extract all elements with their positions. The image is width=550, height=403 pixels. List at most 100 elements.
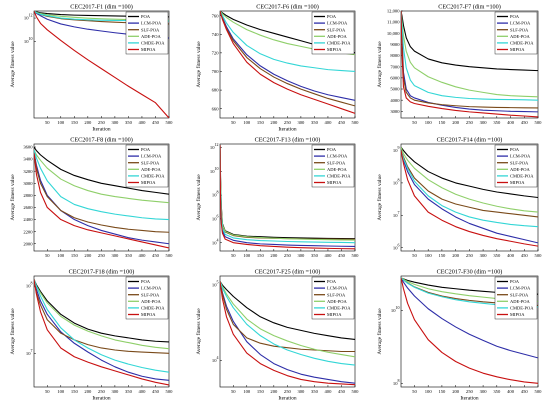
y-tick-label: 4000 bbox=[390, 98, 400, 103]
legend-item-label: MIPOA bbox=[327, 47, 342, 52]
y-axis-label: Average fitness value bbox=[195, 174, 202, 221]
legend-item-label: LCM-POA bbox=[141, 286, 162, 291]
legend-item-label: LCM-POA bbox=[141, 21, 162, 26]
y-tick-label: 5000 bbox=[390, 87, 400, 92]
chart-title: CEC2017-F8 (dim =100) bbox=[70, 137, 133, 144]
legend-item-label: ADE-POA bbox=[327, 34, 347, 39]
legend-item-label: LCM-POA bbox=[141, 154, 162, 159]
y-tick-label: 108 bbox=[212, 190, 219, 198]
chart-title: CEC2017-F30 (dim =100) bbox=[437, 269, 503, 276]
legend-item-label: CMDE-POA bbox=[141, 41, 165, 46]
x-tick-label: 50 bbox=[412, 389, 417, 394]
legend-item-label: SLF-POA bbox=[510, 292, 529, 297]
x-axis-label: Iteration bbox=[278, 396, 297, 402]
legend-item-label: CMDE-POA bbox=[141, 174, 165, 179]
x-tick-label: 350 bbox=[125, 253, 133, 258]
chart-panel-7: CEC2017-F18 (dim =100)50 100 150 200 250 300 3… bbox=[9, 269, 173, 402]
y-tick-label: 3000 bbox=[23, 181, 33, 186]
x-tick-label: 150 bbox=[71, 389, 79, 394]
x-tick-label: 400 bbox=[139, 389, 147, 394]
chart-panel-5: CEC2017-F13 (dim =100)50 100 150 200 250 300 3… bbox=[195, 137, 359, 259]
x-tick-label: 100 bbox=[57, 120, 65, 125]
x-tick-label: 450 bbox=[521, 120, 529, 125]
legend-item-label: LCM-POA bbox=[510, 154, 531, 159]
x-tick-label: 500 bbox=[166, 120, 174, 125]
x-tick-label: 350 bbox=[311, 253, 319, 258]
y-tick-label: 1010 bbox=[24, 36, 33, 44]
legend-item-label: POA bbox=[510, 279, 520, 284]
x-tick-label: 350 bbox=[311, 389, 319, 394]
x-tick-label: 300 bbox=[297, 120, 305, 125]
y-tick-label: 104 bbox=[212, 237, 219, 245]
x-tick-label: 350 bbox=[493, 389, 501, 394]
legend-item-label: MIPOA bbox=[141, 180, 156, 185]
x-tick-label: 50 bbox=[412, 253, 417, 258]
legend-item-label: MIPOA bbox=[510, 180, 525, 185]
x-tick-label: 500 bbox=[352, 120, 360, 125]
x-tick-label: 250 bbox=[98, 120, 106, 125]
chart-panel-2: CEC2017-F6 (dim =100)50 100 150 200 250 300 35… bbox=[195, 4, 359, 133]
x-tick-label: 100 bbox=[425, 120, 433, 125]
x-tick-label: 250 bbox=[98, 253, 106, 258]
chart-title: CEC2017-F6 (dim =100) bbox=[256, 4, 319, 11]
x-tick-label: 250 bbox=[284, 253, 292, 258]
x-tick-label: 250 bbox=[466, 389, 474, 394]
legend-item-label: LCM-POA bbox=[327, 21, 348, 26]
chart-title: CEC2017-F25 (dim =100) bbox=[255, 269, 321, 276]
legend-item-label: SLF-POA bbox=[327, 160, 346, 165]
x-tick-label: 400 bbox=[325, 253, 333, 258]
x-tick-label: 200 bbox=[452, 120, 460, 125]
x-tick-label: 450 bbox=[152, 389, 160, 394]
x-axis-label: Iteration bbox=[278, 127, 297, 133]
y-tick-label: 700 bbox=[212, 69, 220, 74]
x-tick-label: 450 bbox=[152, 120, 160, 125]
x-axis-label: Iteration bbox=[92, 127, 111, 133]
x-tick-label: 400 bbox=[507, 389, 515, 394]
x-tick-label: 500 bbox=[535, 389, 543, 394]
x-tick-label: 300 bbox=[297, 253, 305, 258]
legend-item-label: POA bbox=[327, 147, 337, 152]
y-tick-label: 1012 bbox=[210, 142, 219, 150]
y-tick-label: 108 bbox=[393, 378, 400, 386]
x-tick-label: 200 bbox=[84, 389, 92, 394]
x-tick-label: 100 bbox=[243, 253, 251, 258]
legend-item-label: MIPOA bbox=[327, 312, 342, 317]
chart-panel-9: CEC2017-F30 (dim =100) 50 100 150 200 250 300 3… bbox=[376, 269, 542, 402]
chart-panel-8: CEC2017-F25 (dim =100)50 100 150 200 250 300 3… bbox=[195, 269, 359, 402]
y-axis-label: Average fitness value bbox=[9, 308, 16, 355]
y-tick-label: 3000 bbox=[390, 109, 400, 114]
y-tick-label: 104 bbox=[212, 355, 219, 363]
x-tick-label: 250 bbox=[466, 120, 474, 125]
x-tick-label: 250 bbox=[98, 389, 106, 394]
legend-item-label: ADE-POA bbox=[141, 34, 161, 39]
x-tick-label: 300 bbox=[480, 120, 488, 125]
x-tick-label: 300 bbox=[480, 253, 488, 258]
legend-item-label: ADE-POA bbox=[141, 299, 161, 304]
x-tick-label: 400 bbox=[139, 253, 147, 258]
y-tick-label: 2400 bbox=[23, 217, 33, 222]
legend-item-label: POA bbox=[141, 279, 151, 284]
x-tick-label: 300 bbox=[111, 253, 119, 258]
x-tick-label: 450 bbox=[521, 389, 529, 394]
legend-item-label: SLF-POA bbox=[141, 160, 160, 165]
legend-item-label: MIPOA bbox=[141, 47, 156, 52]
x-tick-label: 50 bbox=[231, 120, 236, 125]
legend-item-label: ADE-POA bbox=[327, 299, 347, 304]
x-axis-label: Iteration bbox=[92, 396, 111, 402]
y-tick-label: 740 bbox=[212, 32, 220, 37]
legend: POA LCM-POASLF-POA ADE-POA CMDE-POAMIPOA bbox=[126, 145, 168, 187]
legend-item-label: LCM-POA bbox=[327, 154, 348, 159]
x-tick-label: 400 bbox=[507, 120, 515, 125]
x-tick-label: 200 bbox=[270, 253, 278, 258]
legend-item-label: CMDE-POA bbox=[327, 41, 351, 46]
x-tick-label: 400 bbox=[507, 253, 515, 258]
x-tick-label: 500 bbox=[535, 253, 543, 258]
legend: POA LCM-POASLF-POA ADE-POA CMDE-POAMIPOA bbox=[495, 12, 537, 54]
y-tick-label: 108 bbox=[393, 178, 400, 186]
x-tick-label: 50 bbox=[231, 253, 236, 258]
legend-item-label: ADE-POA bbox=[510, 34, 530, 39]
x-tick-label: 450 bbox=[152, 253, 160, 258]
x-tick-label: 250 bbox=[284, 120, 292, 125]
legend-item-label: CMDE-POA bbox=[510, 41, 534, 46]
y-axis-label: Average fitness value bbox=[376, 41, 383, 88]
